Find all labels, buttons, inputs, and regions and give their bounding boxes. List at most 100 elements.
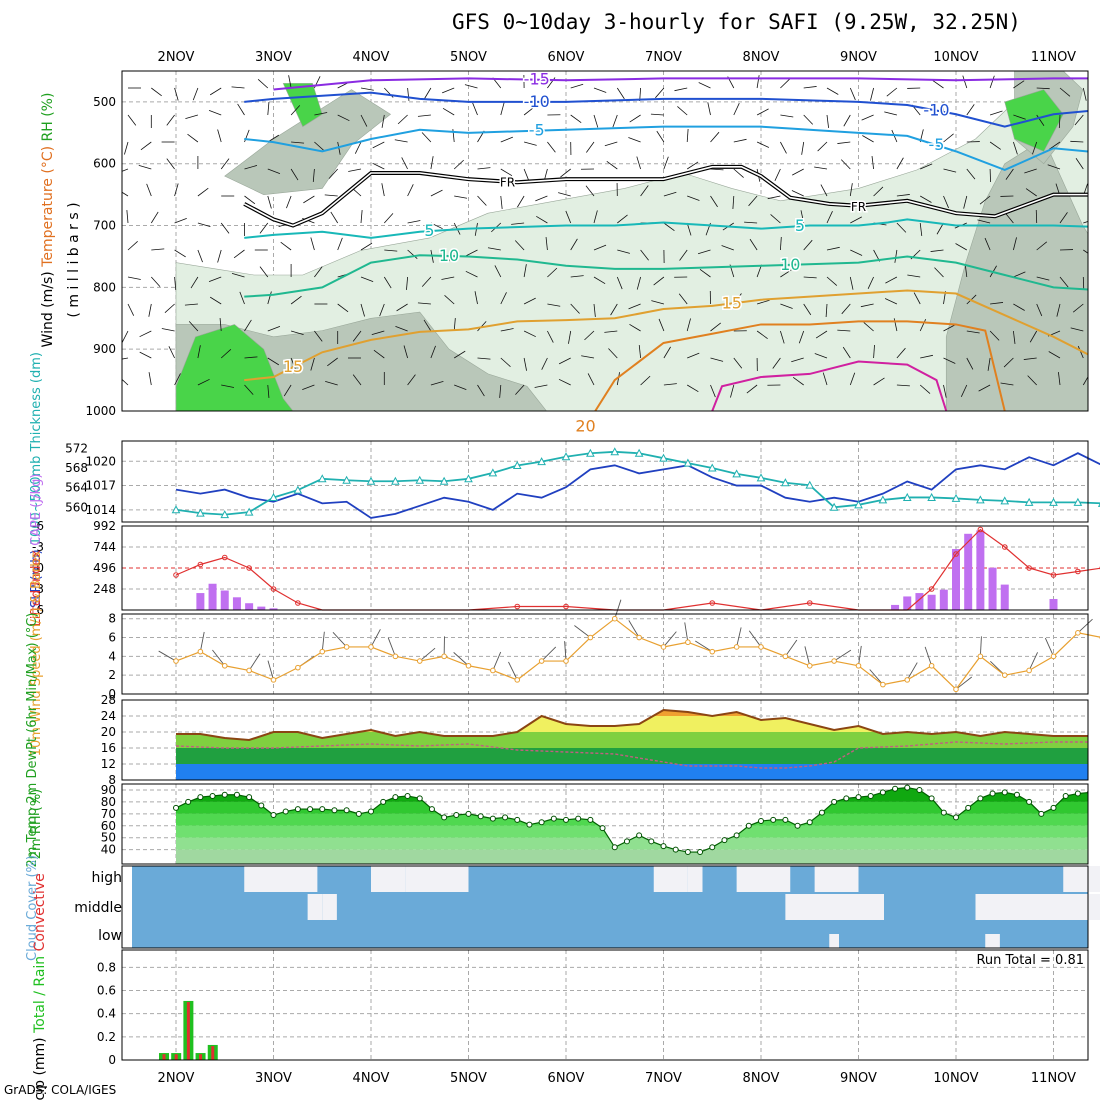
- rh-point: [441, 814, 448, 821]
- wind-barb: [184, 303, 198, 306]
- wind-barb: [500, 102, 505, 116]
- wind-barb: [314, 112, 328, 116]
- y-tick-label: 70: [101, 807, 116, 821]
- wind-barb: [586, 141, 595, 153]
- wind-barb: [638, 345, 641, 359]
- wind-barb: [500, 292, 507, 305]
- rh-point: [953, 814, 959, 821]
- rh-point: [1026, 798, 1033, 805]
- lifted-index-point: [709, 600, 716, 606]
- wind-barb: [122, 168, 129, 172]
- surface-wind-barb: [541, 646, 557, 662]
- y-tick-label: 6: [36, 603, 44, 617]
- wind-barb: [523, 106, 535, 116]
- rh-point: [770, 816, 777, 823]
- rh-point: [831, 798, 838, 805]
- wind-barb: [584, 330, 595, 341]
- wind-barb: [477, 321, 487, 332]
- wind-barb: [197, 249, 203, 263]
- rh-point: [173, 804, 179, 811]
- rh-point: [428, 806, 435, 813]
- wind-barb: [987, 357, 991, 371]
- wind-barb: [733, 357, 743, 369]
- cloud-cell: [1053, 894, 1100, 920]
- cape-bar: [976, 530, 985, 610]
- wind-barb: [570, 303, 580, 314]
- wind-barb: [943, 384, 947, 398]
- wind-barb: [122, 330, 129, 343]
- wind-barb: [710, 322, 721, 332]
- rh-band: [176, 849, 1088, 864]
- thickness-point: [1049, 497, 1058, 506]
- thickness-point: [976, 495, 985, 504]
- panel-frame: [121, 613, 1089, 695]
- surface-wind-barb: [453, 652, 469, 667]
- wind-speed-point: [416, 658, 423, 664]
- rh-point: [782, 816, 789, 823]
- isotherm-label: 20: [575, 416, 595, 435]
- wind-barb: [407, 87, 410, 101]
- isotherm-label: 10: [780, 255, 800, 274]
- y-tick-label: 16: [101, 741, 116, 755]
- y-tick-label: -3: [32, 540, 44, 554]
- wind-barb: [873, 345, 875, 359]
- y-tick-label: 60: [101, 819, 116, 833]
- wind-barb: [259, 222, 269, 234]
- surface-wind-barb: [695, 640, 713, 653]
- wind-barb: [465, 270, 478, 278]
- wind-barb: [244, 319, 252, 332]
- date-label-bottom: 5NOV: [450, 1071, 487, 1086]
- cloud-cell: [785, 894, 878, 920]
- thickness-point: [878, 495, 888, 504]
- wind-barb: [896, 194, 910, 197]
- wind-barb: [640, 249, 649, 261]
- wind-barb: [197, 187, 209, 197]
- axis-label-part: Convective: [32, 873, 48, 951]
- wind-barb: [606, 161, 618, 170]
- wind-barb: [616, 87, 625, 100]
- wind-speed-point: [904, 677, 911, 683]
- thickness-point: [1024, 497, 1034, 506]
- y-tick-label: 50: [101, 831, 116, 845]
- wind-barb: [767, 195, 781, 200]
- thickness-point: [586, 448, 595, 457]
- cloud-cell: [307, 894, 323, 920]
- wind-barb: [814, 166, 828, 170]
- isotherm-label: -15: [524, 70, 550, 89]
- wind-barb: [1004, 212, 1014, 224]
- wind-barb: [867, 276, 874, 289]
- isotherm-label: -10: [524, 92, 550, 111]
- wind-barb: [401, 157, 408, 170]
- panel-frame: [121, 949, 1089, 1061]
- wind-barb: [257, 79, 269, 89]
- cloud-cell: [687, 866, 703, 892]
- wind-barb: [803, 276, 817, 279]
- cape-bar: [1000, 584, 1009, 610]
- rh-band: [176, 837, 1088, 850]
- wind-barb: [267, 325, 281, 332]
- thickness-point: [269, 492, 278, 501]
- credit-label: GrADS: COLA/IGES: [4, 1083, 117, 1097]
- cloud-cell: [405, 866, 469, 892]
- wind-barb: [324, 194, 338, 197]
- wind-barb: [1024, 168, 1037, 174]
- y-tick-label: 1000: [85, 404, 116, 418]
- wind-barb: [1003, 357, 1014, 368]
- wind-barb: [267, 168, 281, 175]
- cloud-cell: [653, 866, 688, 892]
- rh-band: [176, 787, 1088, 802]
- wind-barb: [930, 249, 944, 252]
- rh-point: [197, 794, 204, 801]
- wind-barb: [604, 330, 618, 333]
- wind-barb: [593, 87, 607, 93]
- wind-ylabel: 10m Wind Speed (m/s) & Barbs: [29, 551, 44, 756]
- date-label-top: 3NOV: [255, 50, 292, 65]
- wind-barb: [1025, 188, 1037, 197]
- wind-barb: [536, 215, 548, 224]
- wind-barb: [850, 216, 862, 224]
- wind-barb: [185, 114, 199, 119]
- wind-barb: [209, 87, 222, 96]
- wind-barb: [749, 238, 758, 251]
- temperature-area: [175, 708, 1088, 780]
- surface-wind-barb: [267, 660, 274, 681]
